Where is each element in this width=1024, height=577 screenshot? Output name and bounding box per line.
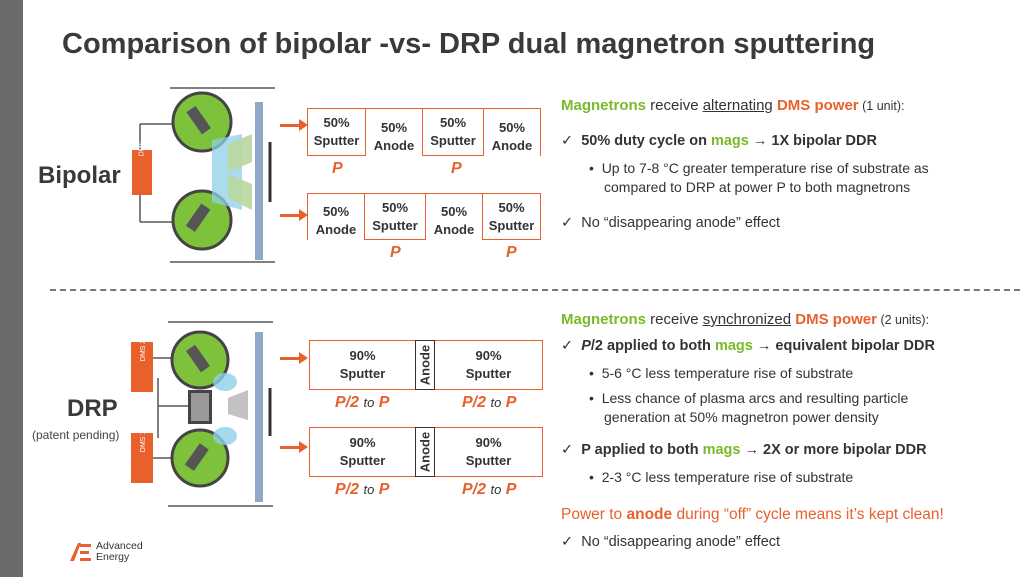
drp-row2-anode: Anode xyxy=(415,427,435,477)
drp-dms2-supply: DMS 2 xyxy=(140,339,148,362)
bipolar-row2-p1: P xyxy=(390,244,401,261)
check-icon: ✓ xyxy=(561,133,582,149)
check-icon: ✓ xyxy=(561,215,582,231)
bipolar-dms-supply: DMS xyxy=(138,140,146,157)
drp-arrow-bottom xyxy=(280,441,308,453)
drp-row1-sputter2: 90% Sputter xyxy=(435,340,543,390)
drp-row2-power2: P/2 to P xyxy=(462,481,517,498)
bipolar-row1-cell2: 50% Anode xyxy=(365,108,423,156)
check-icon: ✓ xyxy=(561,534,582,550)
slide-title: Comparison of bipolar -vs- DRP dual magn… xyxy=(62,28,876,60)
bipolar-row2-cell1: 50% Anode xyxy=(307,193,365,240)
bullet-icon: • xyxy=(589,469,602,485)
drp-row1-power2: P/2 to P xyxy=(462,394,517,411)
drp-power-note: Power to anode during “off” cycle means … xyxy=(561,506,944,523)
bipolar-row2-p2: P xyxy=(506,244,517,261)
bullet-icon: • xyxy=(589,160,602,176)
drp-diagram xyxy=(131,321,273,507)
drp-sublabel: (patent pending) xyxy=(32,428,120,442)
bipolar-bullet-1-cont: compared to DRP at power P to both magne… xyxy=(604,179,911,195)
bipolar-arrow-top xyxy=(280,119,308,131)
bipolar-row1-cell1: 50% Sputter xyxy=(307,108,365,156)
drp-row1-power1: P/2 to P xyxy=(335,394,390,411)
bipolar-check-1: ✓ 50% duty cycle on mags → 1X bipolar DD… xyxy=(561,133,877,149)
bipolar-row1-cell3: 50% Sputter xyxy=(423,108,483,156)
bipolar-row1-p2: P xyxy=(451,160,462,177)
drp-bullet-2: • Less chance of plasma arcs and resulti… xyxy=(589,390,909,406)
advanced-energy-logo: Advanced Energy xyxy=(70,541,143,563)
bipolar-check-2: ✓ No “disappearing anode” effect xyxy=(561,215,781,231)
drp-dms1-supply: DMS 1 xyxy=(140,430,148,453)
drp-row2-sputter1: 90% Sputter xyxy=(309,427,415,477)
check-icon: ✓ xyxy=(561,442,582,458)
drp-arrow-top xyxy=(280,352,308,364)
section-divider xyxy=(50,289,1020,291)
bipolar-row2-cell3: 50% Anode xyxy=(425,193,483,240)
drp-row2-sputter2: 90% Sputter xyxy=(435,427,543,477)
bipolar-row2-cell2: 50% Sputter xyxy=(365,193,425,240)
bipolar-bullet-1: • Up to 7-8 °C greater temperature rise … xyxy=(589,160,929,176)
drp-row2-power1: P/2 to P xyxy=(335,481,390,498)
bullet-icon: • xyxy=(589,365,602,381)
slide-sidebar xyxy=(0,0,23,577)
bullet-icon: • xyxy=(589,390,602,406)
ae-logo-icon xyxy=(70,543,91,561)
bipolar-diagram xyxy=(132,87,275,263)
drp-row1-sputter1: 90% Sputter xyxy=(309,340,415,390)
bipolar-arrow-bottom xyxy=(280,209,308,221)
drp-bullet-3: • 2-3 °C less temperature rise of substr… xyxy=(589,469,854,485)
drp-heading: Magnetrons receive synchronized DMS powe… xyxy=(561,311,930,328)
drp-bullet-1: • 5-6 °C less temperature rise of substr… xyxy=(589,365,854,381)
drp-label: DRP xyxy=(67,395,118,422)
drp-check-2: ✓ P applied to both mags → 2X or more bi… xyxy=(561,442,927,458)
drp-row1-anode: Anode xyxy=(415,340,435,390)
drp-bullet-2-cont: generation at 50% magnetron power densit… xyxy=(604,409,879,425)
bipolar-row2-cell4: 50% Sputter xyxy=(483,193,541,240)
bipolar-heading: Magnetrons receive alternating DMS power… xyxy=(561,97,905,114)
bipolar-row1-cell4: 50% Anode xyxy=(483,108,541,156)
drp-check-1: ✓ P/2 applied to both mags → equivalent … xyxy=(561,338,935,354)
check-icon: ✓ xyxy=(561,338,582,354)
drp-check-3: ✓ No “disappearing anode” effect xyxy=(561,534,781,550)
bipolar-row1-p1: P xyxy=(332,160,343,177)
bipolar-label: Bipolar xyxy=(38,162,121,189)
